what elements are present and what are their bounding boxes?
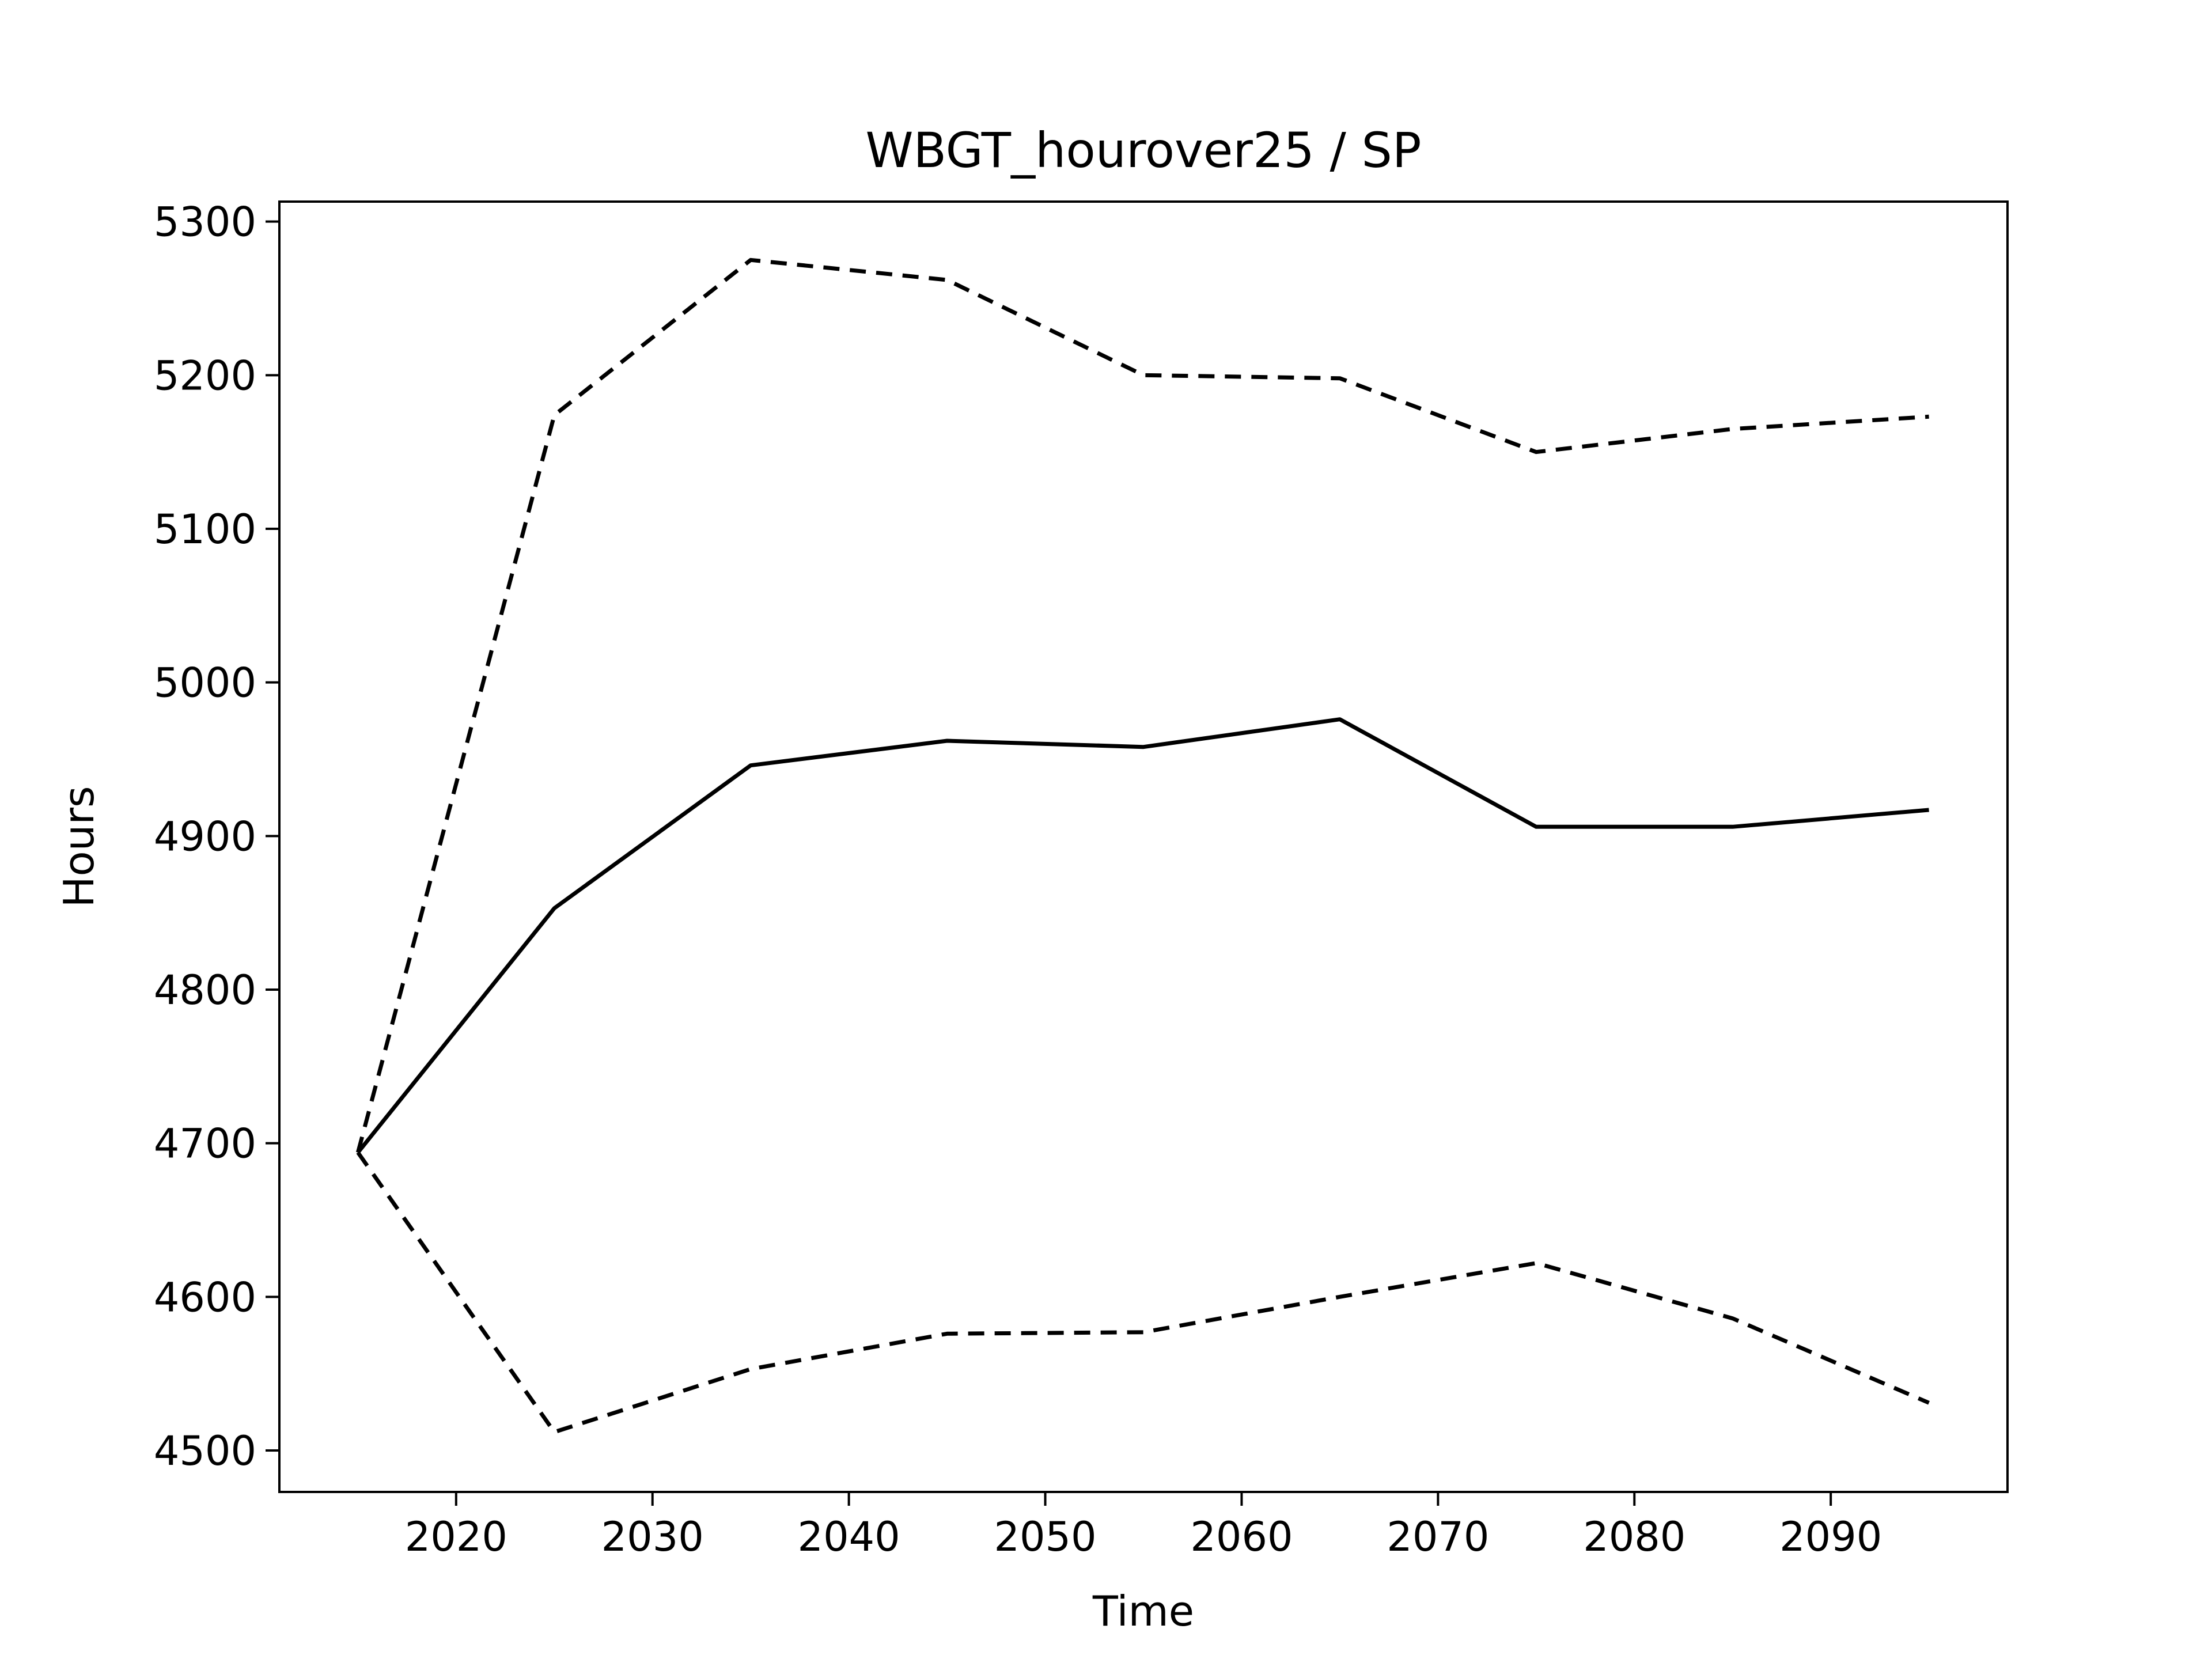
chart-title: WBGT_hourover25 / SP bbox=[865, 122, 1421, 179]
series-layer bbox=[356, 257, 1930, 1434]
y-tick-label: 5100 bbox=[154, 506, 256, 553]
y-tick-label: 5300 bbox=[154, 199, 256, 246]
series-line-mean bbox=[356, 717, 1929, 1154]
y-tick-label: 4900 bbox=[154, 813, 256, 860]
y-tick-label: 4600 bbox=[154, 1274, 256, 1321]
x-tick-label: 2050 bbox=[994, 1513, 1096, 1560]
y-tick-label: 5000 bbox=[154, 660, 256, 707]
series-line-upper bbox=[356, 257, 1929, 1153]
y-tick-label: 4800 bbox=[154, 967, 256, 1014]
x-axis-label: Time bbox=[1092, 1587, 1194, 1635]
x-tick-label: 2030 bbox=[601, 1513, 704, 1560]
y-axis-label: Hours bbox=[55, 786, 103, 908]
x-tick-label: 2040 bbox=[798, 1513, 900, 1560]
y-axis: 4500 4600 4700 4800 4900 5000 5100 5200 5300 bbox=[154, 199, 279, 1475]
y-tick-label: 4700 bbox=[154, 1120, 256, 1168]
plot-frame bbox=[278, 200, 2009, 1493]
x-tick-label: 2020 bbox=[405, 1513, 507, 1560]
x-tick-label: 2060 bbox=[1190, 1513, 1293, 1560]
y-tick-label: 4500 bbox=[154, 1427, 256, 1475]
x-tick-label: 2090 bbox=[1779, 1513, 1882, 1560]
y-tick-label: 5200 bbox=[154, 352, 256, 399]
series-line-lower bbox=[356, 1151, 1930, 1434]
x-tick-label: 2070 bbox=[1387, 1513, 1489, 1560]
x-axis: 2020 2030 2040 2050 2060 2070 2080 2090 bbox=[405, 1492, 1882, 1560]
x-tick-label: 2080 bbox=[1583, 1513, 1685, 1560]
